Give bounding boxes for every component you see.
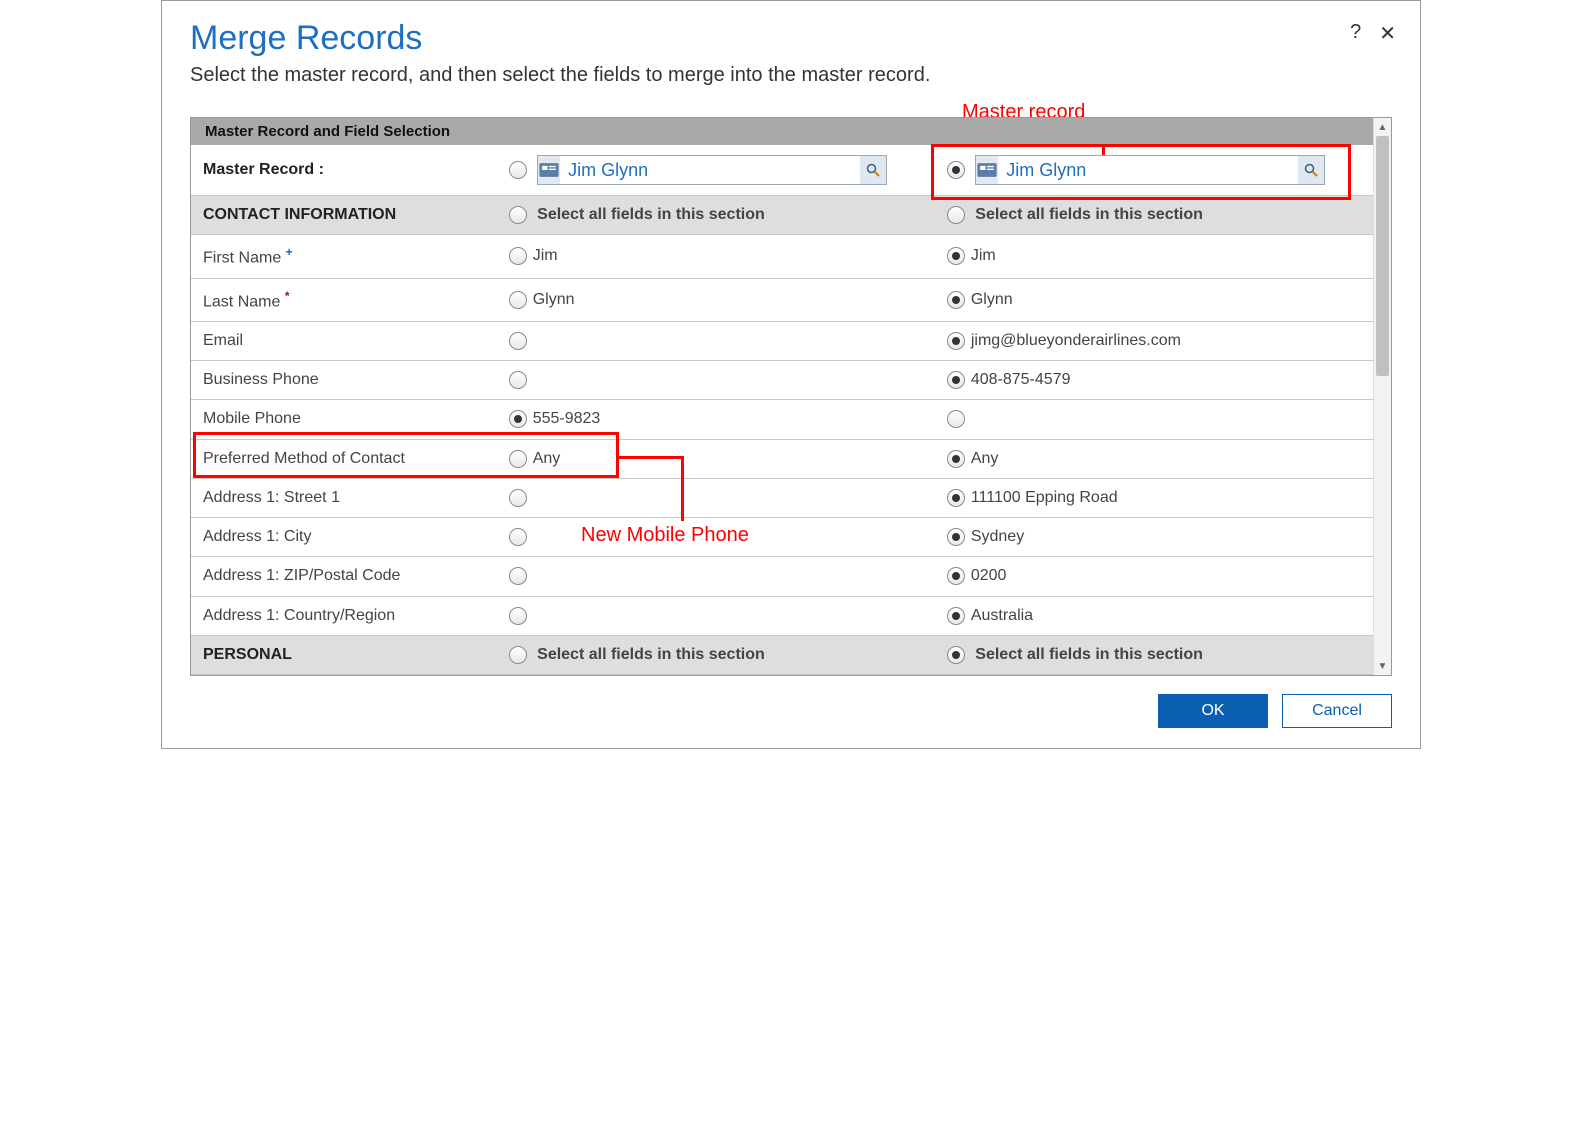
field-left-radio[interactable]	[509, 450, 527, 468]
group-title: CONTACT INFORMATION	[191, 196, 497, 235]
field-right-value: Jim	[971, 247, 996, 264]
field-row: Business Phone 408-875-4579	[191, 361, 1373, 400]
close-icon[interactable]: ✕	[1379, 21, 1396, 46]
field-left-radio[interactable]	[509, 410, 527, 428]
field-label: Business Phone	[191, 361, 497, 400]
field-row: Address 1: ZIP/Postal Code 0200	[191, 557, 1373, 596]
group-title: PERSONAL	[191, 635, 497, 674]
field-label: Email	[191, 321, 497, 360]
field-right-value: Glynn	[971, 291, 1013, 308]
master-left-name: Jim Glynn	[560, 160, 860, 181]
scroll-up-icon[interactable]: ▲	[1374, 118, 1392, 136]
section-header: Master Record and Field Selection	[191, 118, 1373, 145]
field-row: Mobile Phone 555-9823	[191, 400, 1373, 439]
field-right-radio[interactable]	[947, 332, 965, 350]
master-left-lookup[interactable]: Jim Glynn	[537, 155, 887, 185]
scroll-down-icon[interactable]: ▼	[1374, 657, 1392, 675]
dialog-footer: OK Cancel	[190, 676, 1392, 728]
select-all-right-radio[interactable]	[947, 646, 965, 664]
field-right-value: Sydney	[971, 528, 1024, 545]
field-label: Last Name *	[191, 278, 497, 321]
select-all-label: Select all fields in this section	[975, 206, 1203, 223]
master-left-radio[interactable]	[509, 161, 527, 179]
field-row: First Name + Jim Jim	[191, 235, 1373, 278]
field-label: Address 1: Street 1	[191, 478, 497, 517]
vertical-scrollbar[interactable]: ▲ ▼	[1373, 118, 1391, 675]
field-right-radio[interactable]	[947, 291, 965, 309]
ok-button[interactable]: OK	[1158, 694, 1268, 728]
cancel-button[interactable]: Cancel	[1282, 694, 1392, 728]
field-label: First Name +	[191, 235, 497, 278]
group-header: CONTACT INFORMATION Select all fields in…	[191, 196, 1373, 235]
field-right-radio[interactable]	[947, 247, 965, 265]
field-right-radio[interactable]	[947, 450, 965, 468]
field-right-radio[interactable]	[947, 567, 965, 585]
field-right-value: 111100 Epping Road	[971, 489, 1118, 506]
select-all-right-radio[interactable]	[947, 206, 965, 224]
field-left-radio[interactable]	[509, 489, 527, 507]
field-left-radio[interactable]	[509, 371, 527, 389]
field-label: Address 1: ZIP/Postal Code	[191, 557, 497, 596]
scroll-thumb[interactable]	[1376, 136, 1389, 376]
field-left-value: Any	[533, 450, 561, 467]
dialog-subtitle: Select the master record, and then selec…	[190, 64, 1392, 87]
lookup-search-icon[interactable]	[860, 156, 886, 184]
field-right-value: Australia	[971, 607, 1033, 624]
field-row: Email jimg@blueyonderairlines.com	[191, 321, 1373, 360]
field-right-value: 0200	[971, 567, 1007, 584]
field-right-radio[interactable]	[947, 528, 965, 546]
select-all-left-radio[interactable]	[509, 206, 527, 224]
field-right-radio[interactable]	[947, 607, 965, 625]
field-right-radio[interactable]	[947, 489, 965, 507]
field-row: Last Name * Glynn Glynn	[191, 278, 1373, 321]
select-all-label: Select all fields in this section	[537, 646, 765, 663]
field-left-value: Jim	[533, 247, 558, 264]
field-row: Preferred Method of Contact Any Any	[191, 439, 1373, 478]
merge-grid: Master Record : Jim Glynn	[191, 145, 1373, 675]
field-left-radio[interactable]	[509, 332, 527, 350]
field-left-radio[interactable]	[509, 567, 527, 585]
contact-card-icon	[976, 156, 998, 184]
field-row: Address 1: Country/Region Australia	[191, 596, 1373, 635]
field-left-value: 555-9823	[533, 410, 601, 427]
field-right-value: 408-875-4579	[971, 371, 1071, 388]
field-row: Address 1: Street 1 111100 Epping Road	[191, 478, 1373, 517]
dialog-title: Merge Records	[190, 19, 1392, 58]
master-right-radio[interactable]	[947, 161, 965, 179]
master-right-name: Jim Glynn	[998, 160, 1298, 181]
scroll-track[interactable]	[1374, 136, 1391, 657]
select-all-left-radio[interactable]	[509, 646, 527, 664]
select-all-label: Select all fields in this section	[975, 646, 1203, 663]
master-record-row: Master Record : Jim Glynn	[191, 145, 1373, 196]
field-label: Address 1: City	[191, 518, 497, 557]
field-right-value: Any	[971, 450, 999, 467]
field-left-radio[interactable]	[509, 291, 527, 309]
field-row: Address 1: City Sydney	[191, 518, 1373, 557]
master-record-label: Master Record :	[191, 145, 497, 196]
merge-records-dialog: Merge Records Select the master record, …	[161, 0, 1421, 749]
field-label: Preferred Method of Contact	[191, 439, 497, 478]
group-header: PERSONAL Select all fields in this secti…	[191, 635, 1373, 674]
field-left-value: Glynn	[533, 291, 575, 308]
select-all-label: Select all fields in this section	[537, 206, 765, 223]
field-label: Address 1: Country/Region	[191, 596, 497, 635]
field-right-radio[interactable]	[947, 410, 965, 428]
contact-card-icon	[538, 156, 560, 184]
field-left-radio[interactable]	[509, 607, 527, 625]
merge-grid-container: Master Record and Field Selection Master…	[190, 117, 1392, 676]
field-right-radio[interactable]	[947, 371, 965, 389]
master-right-lookup[interactable]: Jim Glynn	[975, 155, 1325, 185]
field-left-radio[interactable]	[509, 247, 527, 265]
field-right-value: jimg@blueyonderairlines.com	[971, 332, 1181, 349]
lookup-search-icon[interactable]	[1298, 156, 1324, 184]
field-label: Mobile Phone	[191, 400, 497, 439]
field-left-radio[interactable]	[509, 528, 527, 546]
help-icon[interactable]: ?	[1350, 21, 1361, 46]
